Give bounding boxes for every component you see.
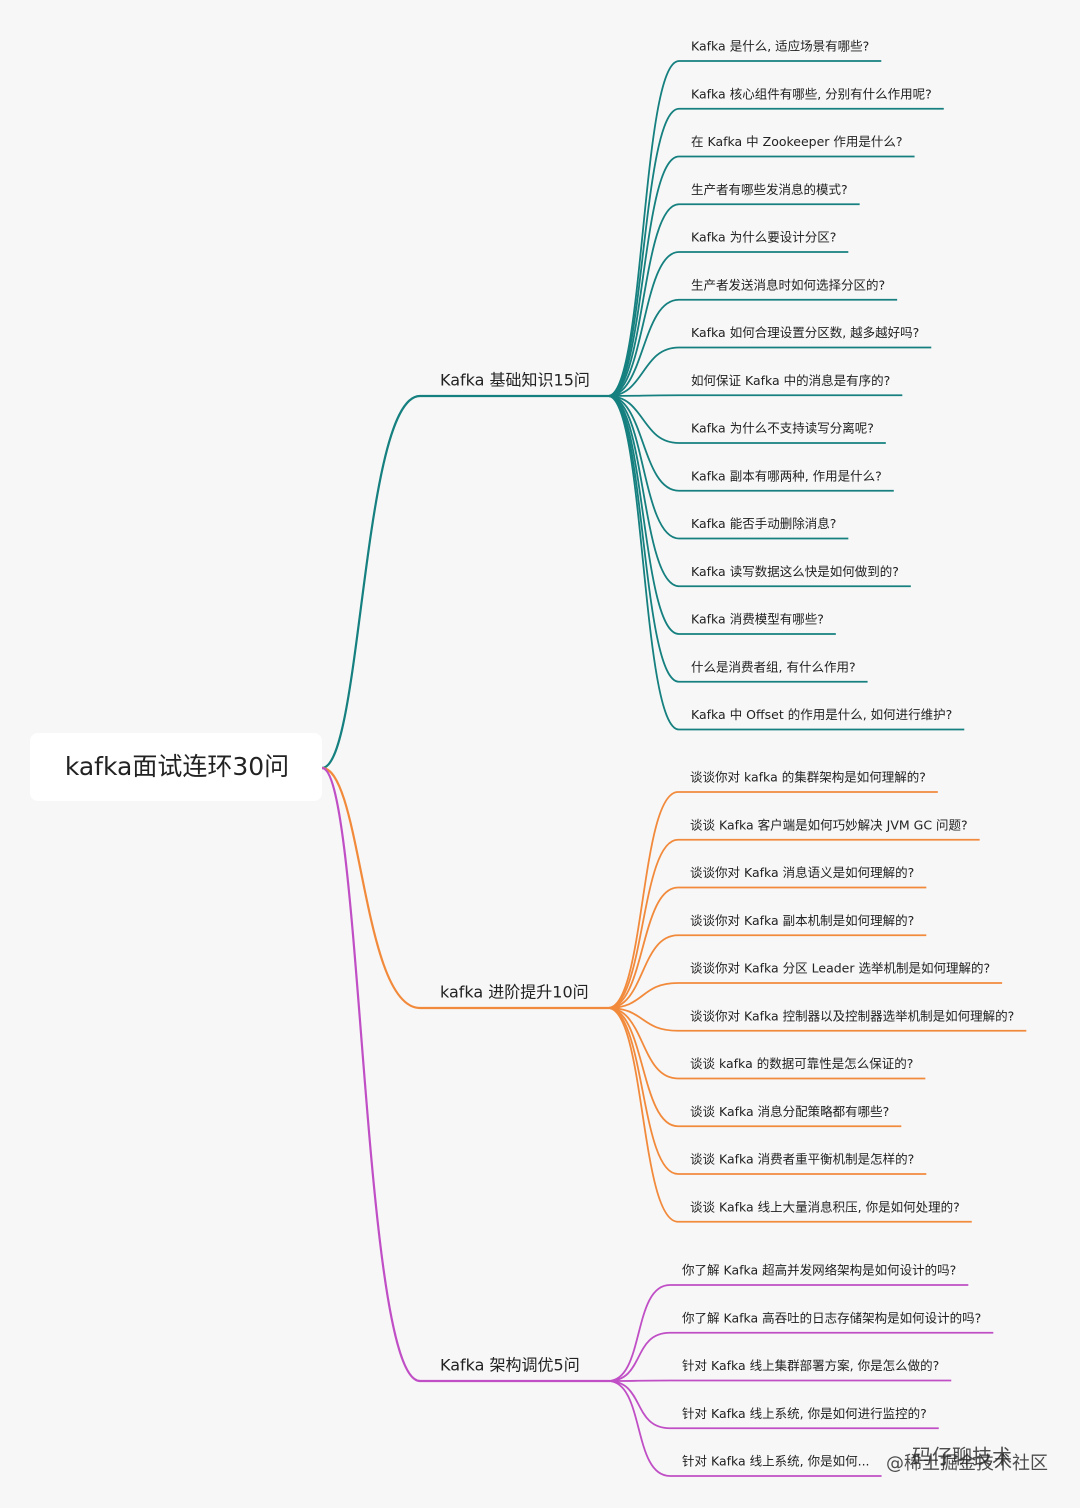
child-connector — [607, 395, 680, 444]
branch-label: kafka 进阶提升10问 — [440, 983, 589, 1002]
child-connector — [607, 60, 680, 397]
root-connector — [321, 766, 421, 1383]
child-label: Kafka 如何合理设置分区数, 越多越好吗? — [691, 325, 919, 340]
root-label: kafka面试连环30问 — [65, 752, 289, 781]
child-connector — [607, 203, 680, 397]
child-label: 针对 Kafka 线上系统, 你是如何进行监控的? — [682, 1406, 927, 1421]
child-label: 谈谈 Kafka 客户端是如何巧妙解决 JVM GC 问题? — [690, 817, 968, 832]
child-connector — [607, 1380, 671, 1477]
child-connector — [607, 1007, 679, 1175]
child-connector — [607, 1007, 679, 1032]
child-connector — [607, 395, 680, 540]
child-label: 谈谈 kafka 的数据可靠性是怎么保证的? — [690, 1056, 913, 1071]
branch-label: Kafka 架构调优5问 — [440, 1356, 580, 1375]
child-label: 如何保证 Kafka 中的消息是有序的? — [691, 373, 890, 388]
child-label: 谈谈 Kafka 消费者重平衡机制是怎样的? — [690, 1152, 914, 1167]
child-label: 谈谈 Kafka 消息分配策略都有哪些? — [690, 1104, 889, 1119]
watermark: @稀土掘金技术社区 — [886, 1453, 1048, 1474]
root-connector — [321, 766, 421, 1010]
child-label: 谈谈你对 Kafka 消息语义是如何理解的? — [690, 865, 914, 880]
child-connector — [607, 107, 680, 397]
child-connector — [607, 934, 679, 1009]
child-label: 谈谈你对 Kafka 分区 Leader 选举机制是如何理解的? — [690, 961, 990, 976]
child-label: 针对 Kafka 线上集群部署方案, 你是怎么做的? — [682, 1358, 939, 1373]
root-connector — [321, 394, 421, 770]
branch-label: Kafka 基础知识15问 — [440, 371, 590, 390]
child-connector — [607, 1380, 671, 1430]
child-label: 你了解 Kafka 超高并发网络架构是如何设计的吗? — [682, 1263, 956, 1278]
child-connector — [607, 395, 680, 731]
watermark: 码仔聊技术 — [912, 1445, 1012, 1469]
child-label: 谈谈你对 kafka 的集群架构是如何理解的? — [690, 770, 926, 785]
child-connector — [607, 395, 680, 588]
child-label: 生产者发送消息时如何选择分区的? — [691, 277, 885, 292]
child-connector — [607, 982, 679, 1009]
child-label: Kafka 消费模型有哪些? — [691, 612, 824, 627]
child-connector — [607, 1379, 671, 1382]
child-connector — [607, 1284, 671, 1382]
child-connector — [607, 155, 680, 397]
child-label: 谈谈 Kafka 线上大量消息积压, 你是如何处理的? — [690, 1199, 960, 1214]
child-label: Kafka 为什么不支持读写分离呢? — [691, 421, 874, 436]
child-label: 针对 Kafka 线上系统, 你是如何... — [682, 1454, 870, 1469]
child-label: 你了解 Kafka 高吞吐的日志存储架构是如何设计的吗? — [682, 1310, 981, 1325]
child-label: 谈谈你对 Kafka 副本机制是如何理解的? — [690, 913, 914, 928]
child-connector — [607, 251, 680, 397]
child-label: Kafka 核心组件有哪些, 分别有什么作用呢? — [691, 86, 932, 101]
child-label: Kafka 是什么, 适应场景有哪些? — [691, 39, 869, 54]
child-connector — [607, 298, 680, 397]
child-label: Kafka 副本有哪两种, 作用是什么? — [691, 468, 882, 483]
child-connector — [607, 1007, 679, 1080]
child-label: 在 Kafka 中 Zookeeper 作用是什么? — [691, 134, 903, 149]
child-label: Kafka 能否手动删除消息? — [691, 516, 836, 531]
child-connector — [607, 1331, 671, 1382]
child-connector — [607, 1007, 679, 1223]
child-connector — [607, 886, 679, 1009]
child-connector — [607, 838, 679, 1009]
root-box — [30, 733, 322, 801]
child-connector — [607, 346, 680, 397]
child-label: Kafka 中 Offset 的作用是什么, 如何进行维护? — [691, 707, 952, 722]
child-connector — [607, 395, 680, 492]
child-label: 生产者有哪些发消息的模式? — [691, 182, 848, 197]
child-label: Kafka 读写数据这么快是如何做到的? — [691, 564, 899, 579]
child-label: Kafka 为什么要设计分区? — [691, 230, 836, 245]
child-connector — [607, 1007, 679, 1128]
child-connector — [607, 394, 680, 397]
child-label: 什么是消费者组, 有什么作用? — [691, 659, 856, 674]
child-connector — [607, 791, 679, 1009]
child-label: 谈谈你对 Kafka 控制器以及控制器选举机制是如何理解的? — [690, 1008, 1014, 1023]
